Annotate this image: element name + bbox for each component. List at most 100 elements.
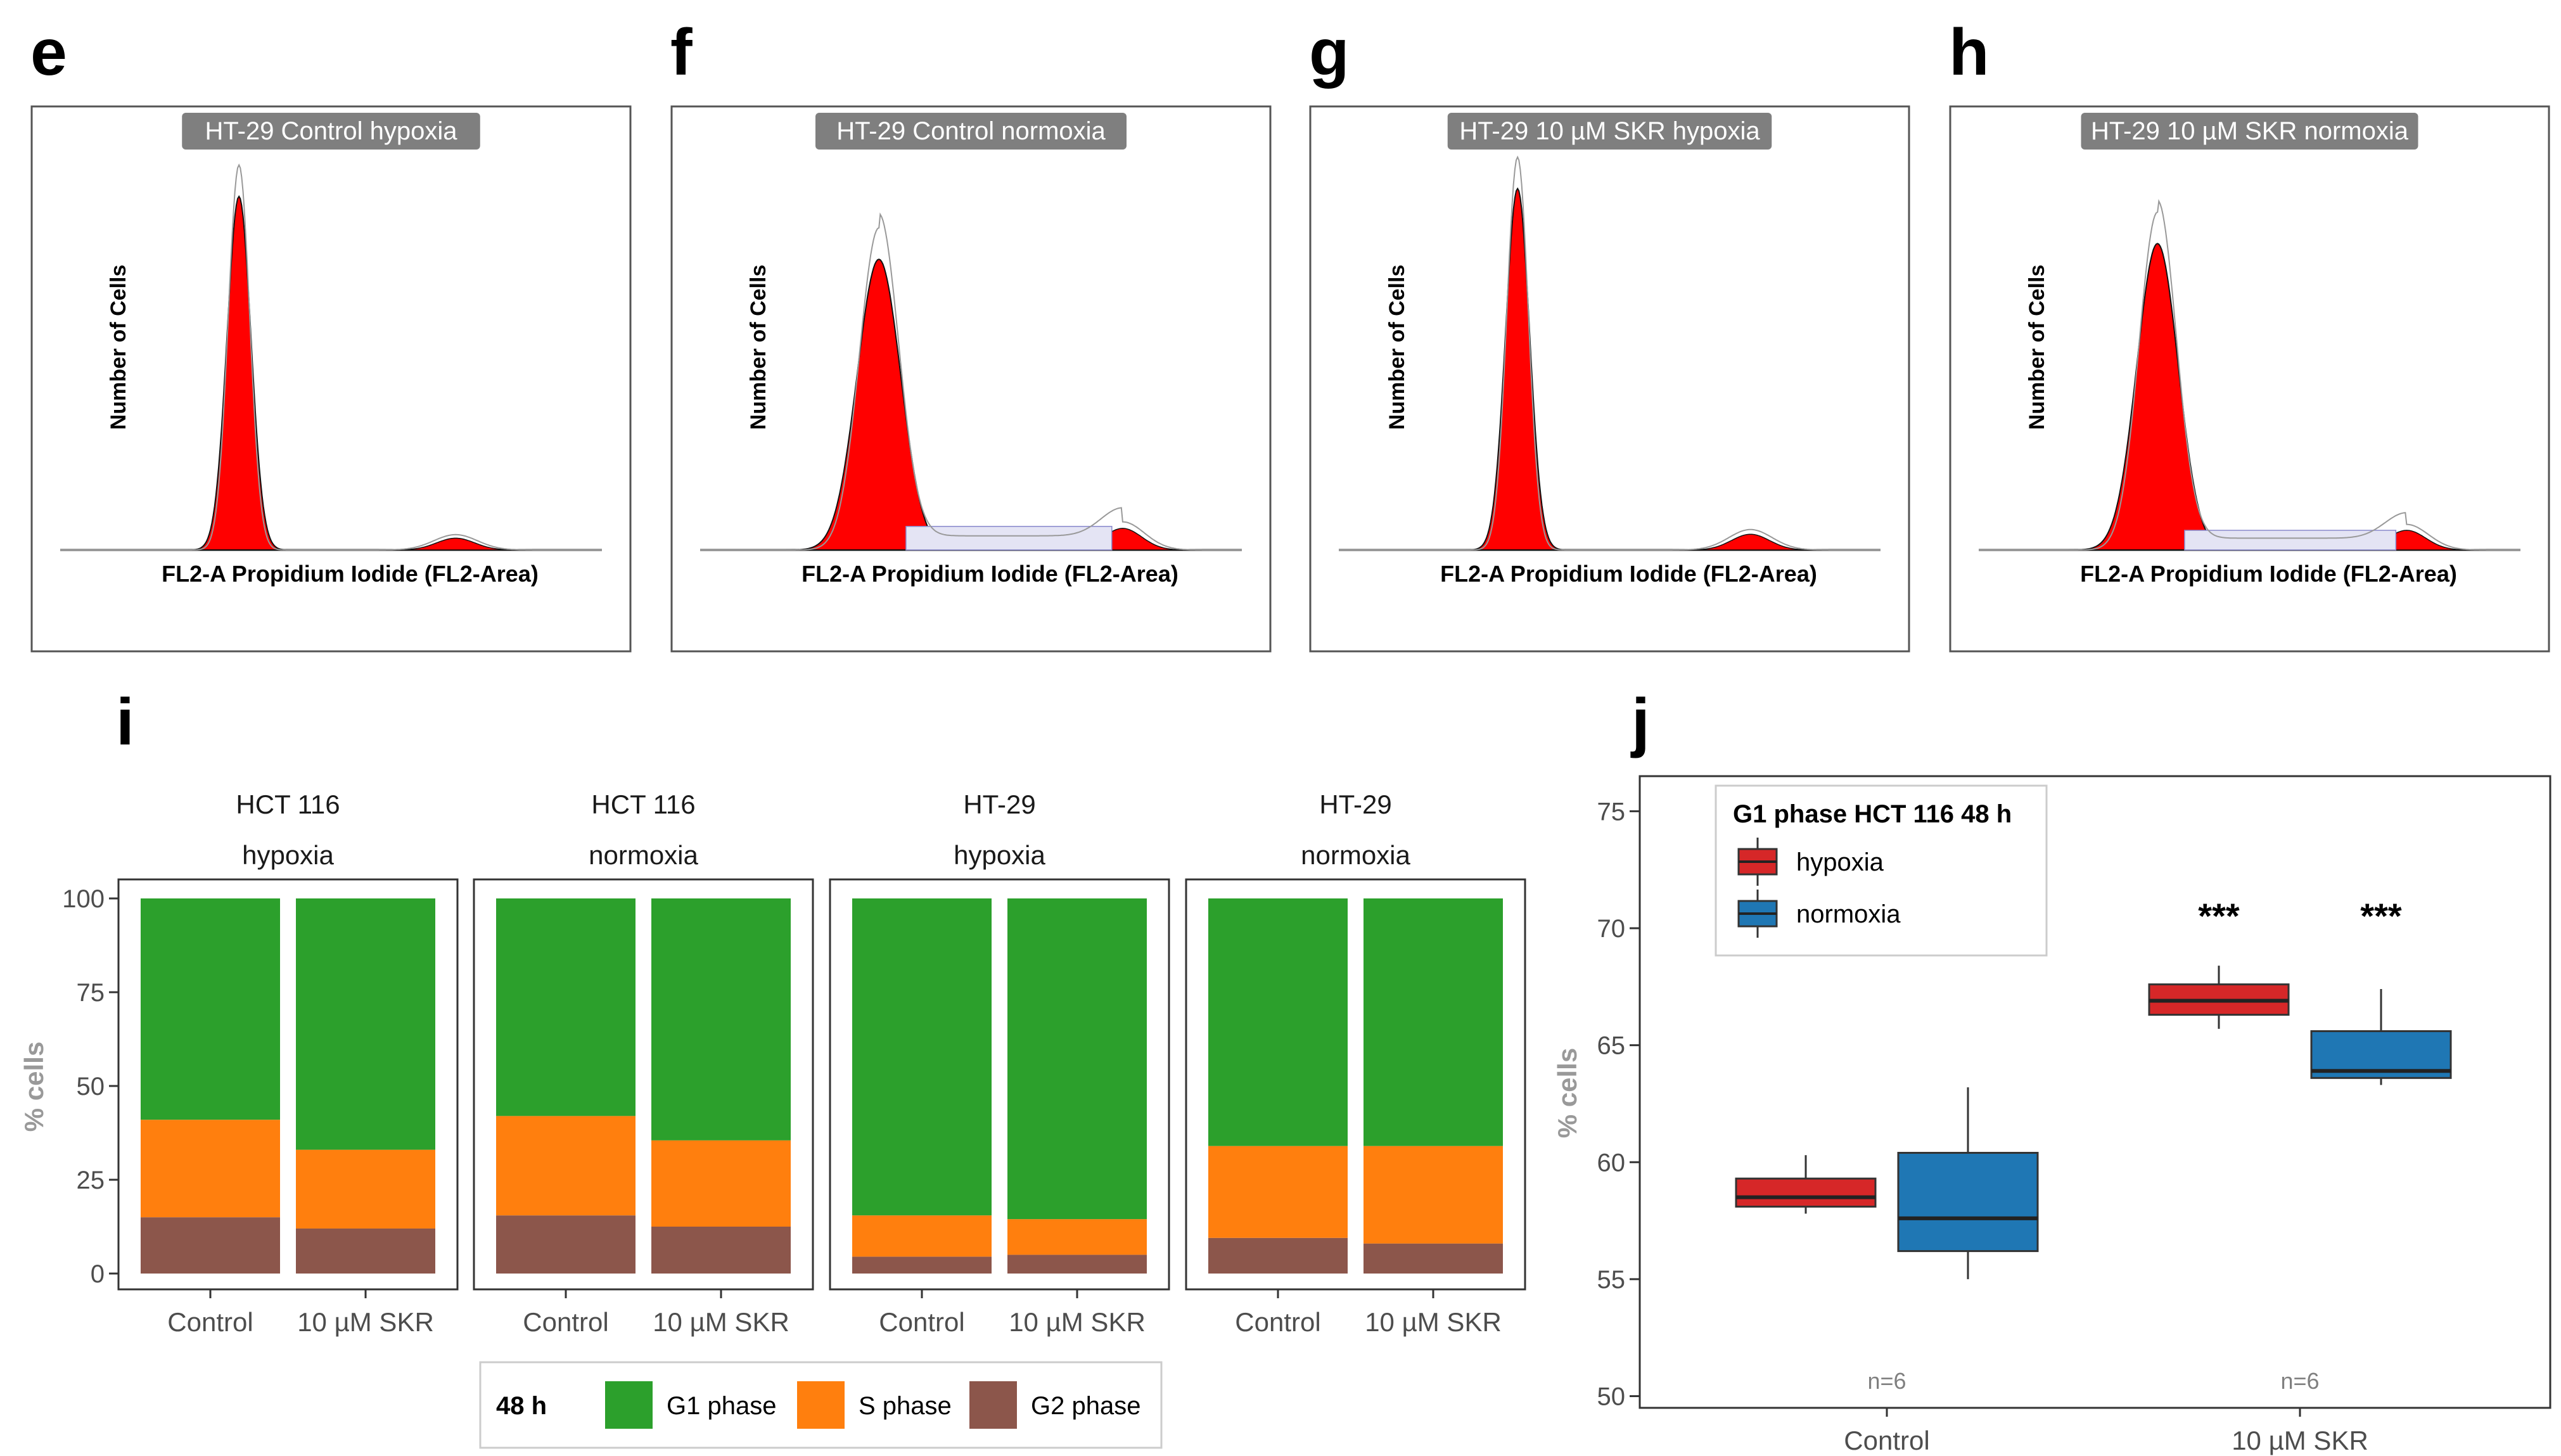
histogram-y-label: Number of Cells — [746, 265, 770, 430]
bar-segment-g2-phase — [141, 1217, 280, 1274]
s-phase-band — [2184, 530, 2397, 551]
legend-title: G1 phase HCT 116 48 h — [1733, 800, 2012, 828]
bar-segment-g2-phase — [651, 1227, 791, 1274]
histogram-frame — [1949, 105, 2550, 653]
histogram-x-label: FL2-A Propidium Iodide (FL2-Area) — [2080, 561, 2457, 587]
panel-letter-e: e — [30, 16, 67, 89]
x-tick-label: Control — [523, 1307, 608, 1337]
legend-title: 48 h — [496, 1392, 547, 1420]
histogram-title: HT-29 Control hypoxia — [205, 117, 458, 145]
histogram-x-label: FL2-A Propidium Iodide (FL2-Area) — [1440, 561, 1817, 587]
histogram-y-label: Number of Cells — [1385, 265, 1409, 430]
bar-segment-s-phase — [1208, 1146, 1348, 1238]
y-tick-label: 25 — [77, 1166, 105, 1194]
bar-segment-g2-phase — [496, 1215, 635, 1274]
legend-swatch — [605, 1381, 653, 1429]
facet-strip-line2: normoxia — [589, 840, 698, 870]
bar-segment-s-phase — [141, 1120, 280, 1218]
raw-trace — [700, 212, 1242, 551]
panel-letter-f: f — [670, 16, 693, 89]
legend-item-label: G2 phase — [1031, 1392, 1140, 1420]
y-tick-label: 50 — [1597, 1383, 1626, 1411]
y-tick-label: 75 — [77, 979, 105, 1007]
bar-segment-s-phase — [496, 1116, 635, 1216]
s-phase-band — [905, 526, 1113, 551]
bar-segment-g2-phase — [1364, 1243, 1503, 1274]
y-tick-label: 55 — [1597, 1266, 1626, 1294]
histogram-title: HT-29 10 µM SKR hypoxia — [1459, 117, 1760, 145]
bar-segment-g1-phase — [141, 898, 280, 1120]
x-tick-label: Control — [1235, 1307, 1320, 1337]
bar-segment-g1-phase — [496, 898, 635, 1116]
bar-segment-g1-phase — [651, 898, 791, 1140]
histogram-x-label: FL2-A Propidium Iodide (FL2-Area) — [162, 561, 539, 587]
raw-trace — [60, 163, 602, 551]
histogram-frame — [30, 105, 632, 653]
bar-segment-s-phase — [1007, 1219, 1147, 1255]
legend-item-label: G1 phase — [667, 1392, 776, 1420]
legend-item-label: hypoxia — [1796, 848, 1884, 876]
stacked-bar-chart: 0 25 50 75 100 % cells HCT 116 hypoxia Control 10… — [19, 789, 1526, 1449]
raw-trace — [1979, 199, 2520, 551]
facet-strip-line1: HCT 116 — [591, 789, 695, 819]
x-tick-label: 10 µM SKR — [2232, 1426, 2368, 1455]
histogram-title-bg — [2081, 113, 2418, 150]
bar-segment-g1-phase — [852, 898, 992, 1216]
facet-strip-line1: HT-29 — [1319, 789, 1391, 819]
n-label: n=6 — [1867, 1368, 1906, 1394]
histogram-y-label: Number of Cells — [2025, 265, 2049, 430]
legend-swatch — [797, 1381, 845, 1429]
y-tick-label: 100 — [62, 885, 105, 913]
x-tick-label: Control — [167, 1307, 253, 1337]
legend-item-label: normoxia — [1796, 900, 1901, 928]
x-tick-label: 10 µM SKR — [1365, 1307, 1502, 1337]
panel-letter-h: h — [1949, 16, 1989, 89]
histogram-y-label: Number of Cells — [106, 265, 131, 430]
facet-strip-line2: normoxia — [1301, 840, 1410, 870]
y-axis-label: % cells — [1552, 1048, 1582, 1138]
bar-segment-g2-phase — [1007, 1255, 1147, 1274]
bar-segment-g2-phase — [852, 1256, 992, 1274]
y-tick-label: 0 — [91, 1260, 105, 1288]
panel-letter-g: g — [1309, 16, 1350, 89]
histogram-title-bg — [1447, 113, 1772, 150]
legend-swatch — [969, 1381, 1017, 1429]
bar-segment-g1-phase — [1364, 898, 1503, 1146]
histogram-frame — [670, 105, 1272, 653]
histogram-x-label: FL2-A Propidium Iodide (FL2-Area) — [802, 561, 1178, 587]
x-tick-label: 10 µM SKR — [297, 1307, 434, 1337]
y-tick-label: 75 — [1597, 798, 1626, 826]
significance-marker: *** — [2360, 896, 2402, 936]
histogram-panels: e HT-29 Control hypoxia Number of Cells FL2… — [30, 16, 2550, 653]
facet-strip-line1: HCT 116 — [236, 789, 340, 819]
y-tick-label: 60 — [1597, 1149, 1626, 1177]
n-label: n=6 — [2280, 1368, 2319, 1394]
box-hypoxia — [1735, 1177, 1877, 1208]
x-tick-label: Control — [879, 1307, 964, 1337]
histogram-title-bg — [815, 113, 1127, 150]
histogram-title: HT-29 Control normoxia — [836, 117, 1106, 145]
x-tick-label: Control — [1844, 1426, 1929, 1455]
facet-strip-line1: HT-29 — [963, 789, 1035, 819]
histogram-title: HT-29 10 µM SKR normoxia — [2091, 117, 2409, 145]
significance-marker: *** — [2198, 896, 2240, 936]
x-tick-label: 10 µM SKR — [1009, 1307, 1146, 1337]
y-tick-label: 70 — [1597, 915, 1626, 943]
bar-segment-g2-phase — [296, 1228, 435, 1274]
bar-segment-g1-phase — [1007, 898, 1147, 1220]
bar-segment-g2-phase — [1208, 1237, 1348, 1274]
bar-segment-s-phase — [296, 1149, 435, 1229]
bar-segment-s-phase — [651, 1140, 791, 1227]
y-axis-label: % cells — [19, 1042, 49, 1132]
y-tick-label: 65 — [1597, 1032, 1626, 1060]
bar-segment-s-phase — [852, 1215, 992, 1257]
histogram-title-bg — [182, 113, 480, 150]
y-tick-label: 50 — [77, 1073, 105, 1101]
histogram-frame — [1309, 105, 1910, 653]
facet-strip-line2: hypoxia — [954, 840, 1045, 870]
facet-strip-line2: hypoxia — [242, 840, 334, 870]
panel-letter-i: i — [116, 686, 134, 759]
raw-trace — [1339, 155, 1881, 551]
bar-segment-s-phase — [1364, 1146, 1503, 1244]
